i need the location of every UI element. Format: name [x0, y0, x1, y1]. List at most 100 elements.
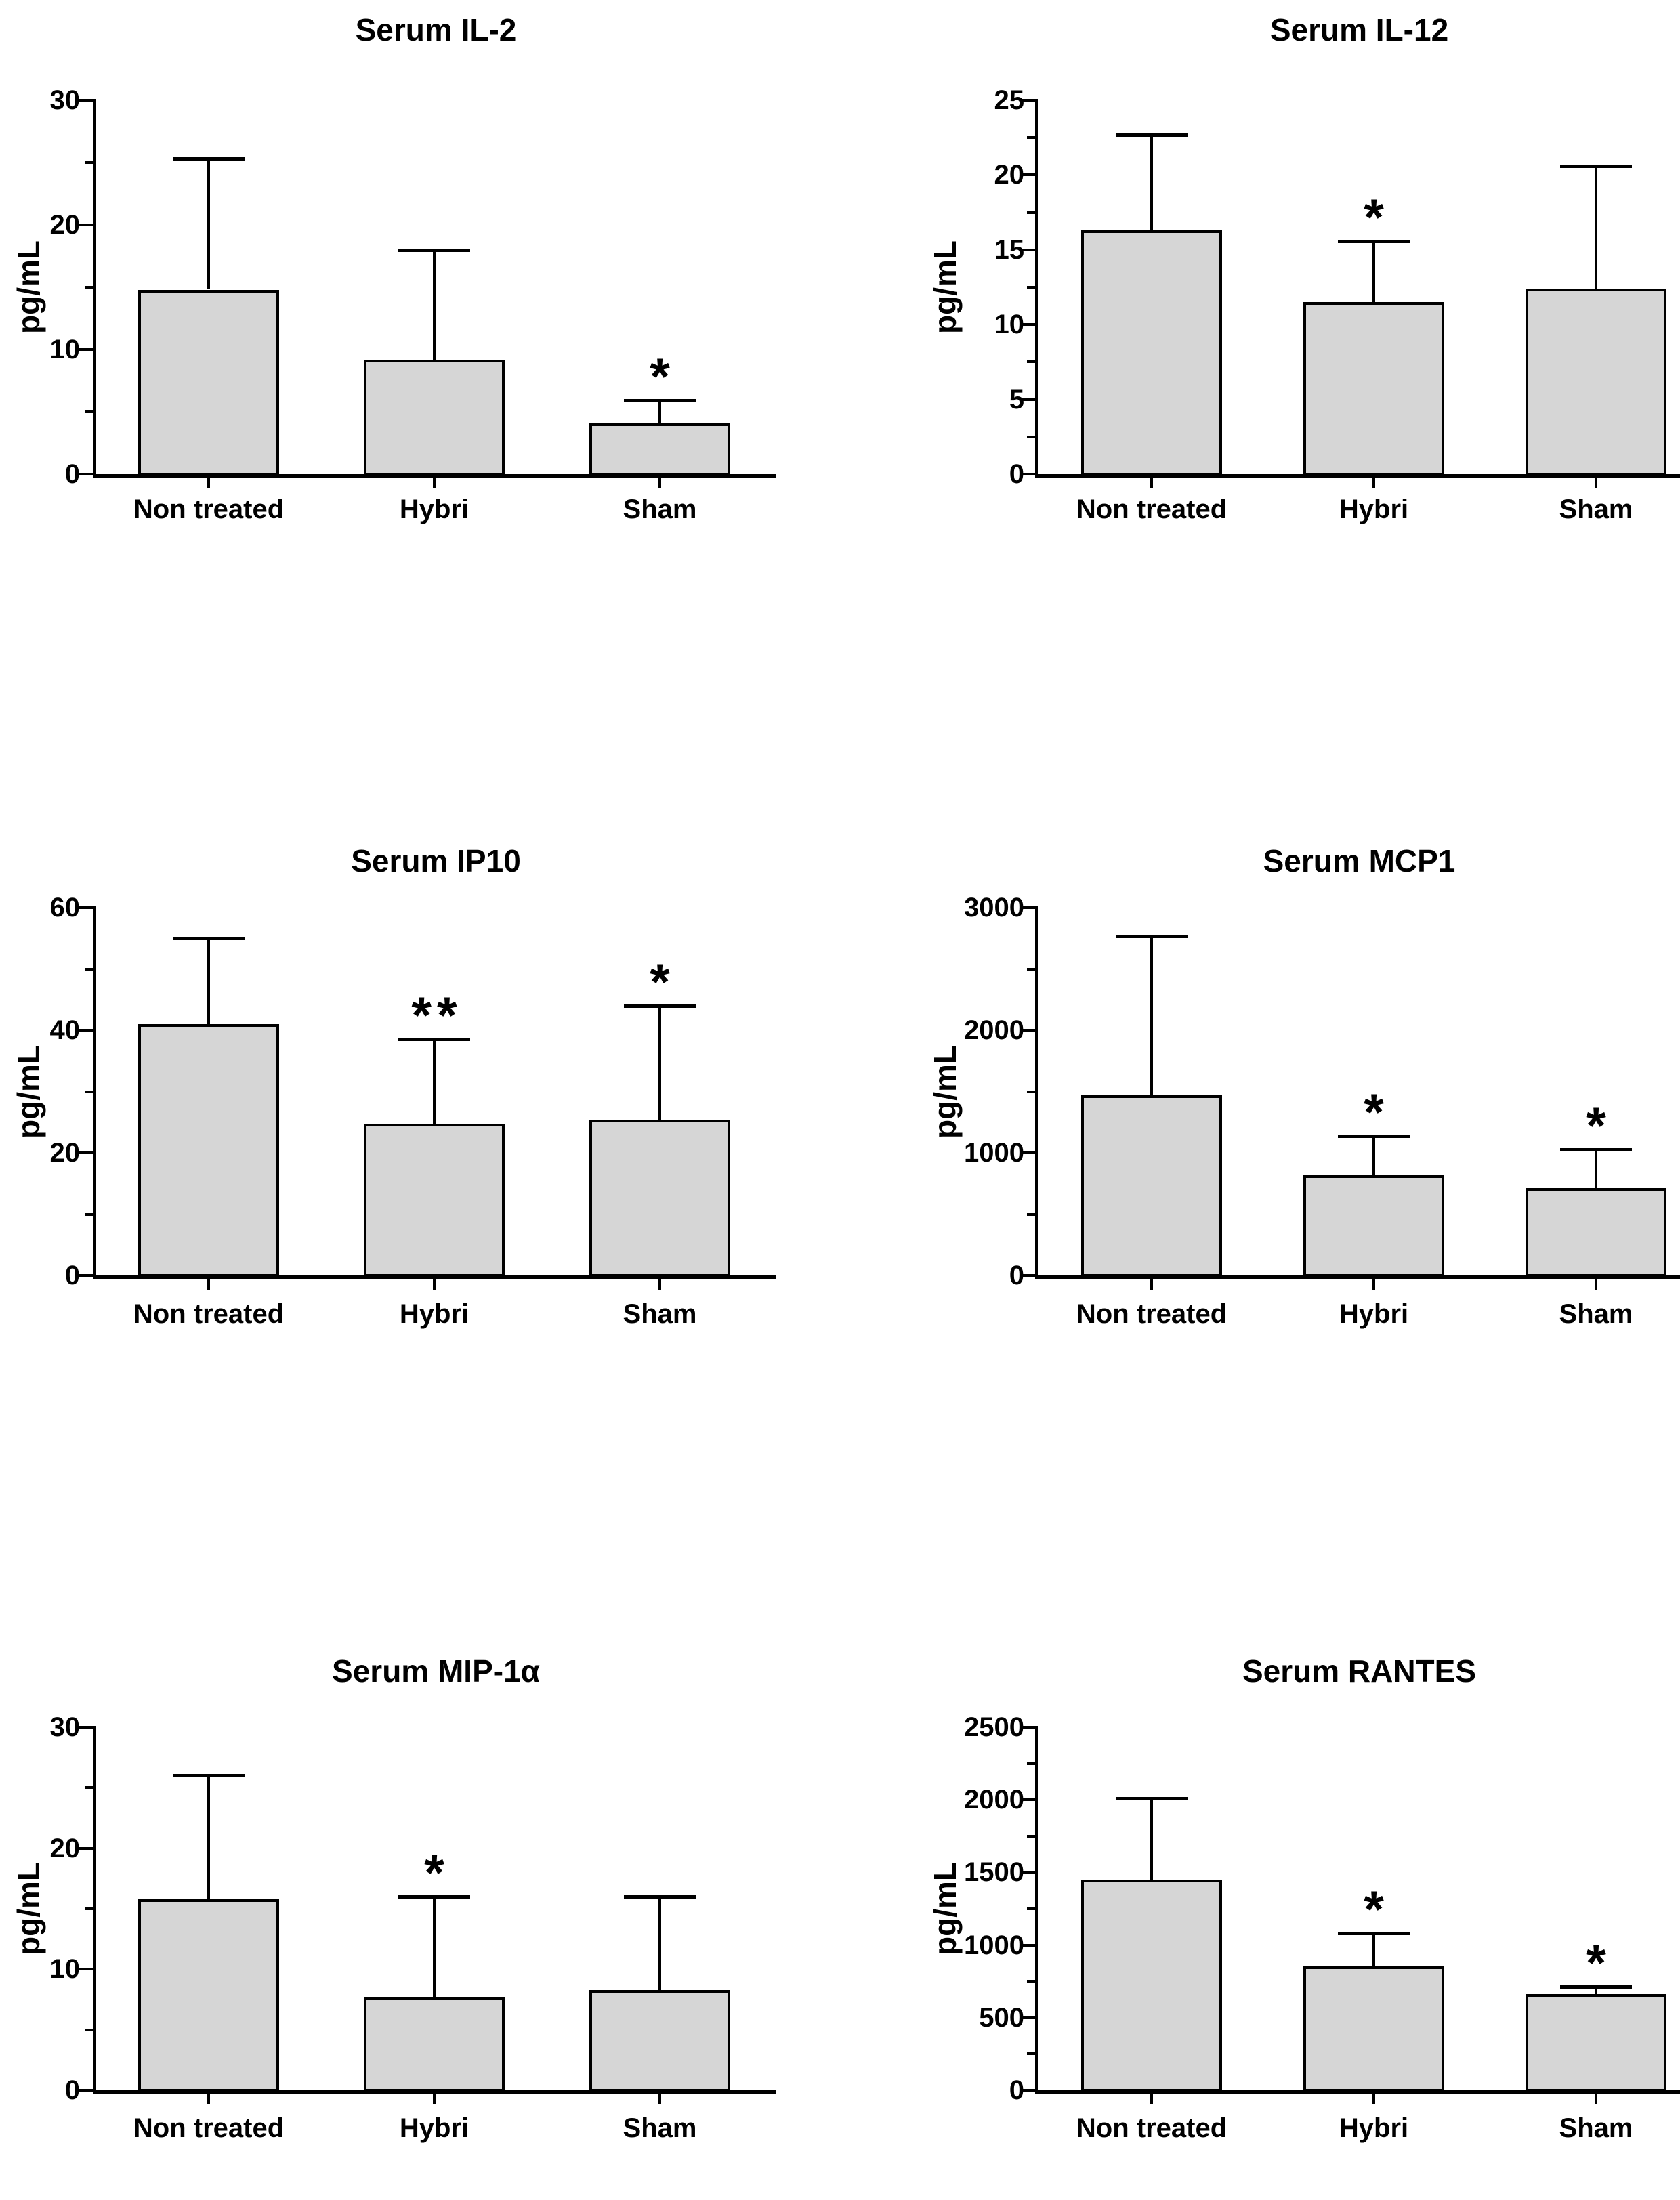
error-bar-cap: [398, 249, 470, 252]
error-bar-cap: [398, 1895, 470, 1899]
y-minor-tick: [1027, 1213, 1035, 1216]
y-minor-tick: [85, 1907, 93, 1910]
error-bar-cap: [624, 1895, 696, 1899]
error-bar-line: [1595, 1149, 1597, 1188]
y-tick-label: 30: [49, 1712, 81, 1742]
error-bar-cap: [1560, 1985, 1632, 1989]
y-minor-tick: [1027, 1835, 1035, 1838]
x-category-label: Hybri: [1339, 494, 1409, 524]
x-category-label: Sham: [1559, 1299, 1633, 1329]
y-major-tick: [79, 1274, 93, 1277]
y-tick-label: 1000: [964, 1138, 1024, 1168]
x-category-label: Hybri: [399, 494, 469, 524]
x-category-label: Hybri: [1339, 2113, 1409, 2143]
panel-serum-ip10: Serum IP10 0 20 40 60 pg/mL Non treated ** Hybri…: [0, 0, 840, 1329]
bar-hybri: [1303, 302, 1444, 475]
error-bar-line: [1150, 135, 1153, 230]
y-tick-label: 60: [49, 893, 81, 923]
bar-hybri: [364, 1997, 505, 2092]
y-tick-label: 25: [994, 85, 1025, 115]
y-tick-label: 2500: [964, 1712, 1024, 1742]
y-tick-label: 5: [1009, 385, 1024, 415]
y-minor-tick: [1027, 136, 1035, 139]
x-axis-tick: [1150, 2094, 1153, 2104]
y-major-tick: [79, 1968, 93, 1970]
y-major-tick: [1022, 1944, 1035, 1947]
error-bar-line: [1150, 1798, 1153, 1880]
error-bar-line: [1372, 1136, 1375, 1176]
y-major-tick: [79, 906, 93, 909]
y-minor-tick: [1027, 1762, 1035, 1765]
x-axis-line: [1035, 474, 1680, 478]
significance-star: *: [650, 348, 675, 406]
y-axis-label: pg/mL: [11, 1862, 46, 1955]
significance-star: *: [1364, 1881, 1389, 1939]
y-major-tick: [79, 1151, 93, 1154]
x-axis-tick: [658, 1279, 661, 1290]
y-tick-label: 1000: [964, 1930, 1024, 1960]
y-tick-label: 20: [49, 210, 81, 240]
error-bar-cap: [1116, 1797, 1188, 1800]
y-major-tick: [1022, 1798, 1035, 1801]
error-bar-cap: [1338, 1932, 1410, 1935]
x-axis-tick: [658, 478, 661, 488]
y-major-tick: [79, 1029, 93, 1032]
error-bar-line: [1372, 1933, 1375, 1966]
y-major-tick: [79, 348, 93, 351]
y-axis-line: [1035, 1726, 1038, 2094]
y-tick-label: 0: [1009, 2075, 1024, 2105]
significance-star: *: [1364, 1084, 1389, 1141]
bar-sham: [589, 423, 730, 475]
y-major-tick: [1022, 1029, 1035, 1032]
x-category-label: Sham: [1559, 494, 1633, 524]
error-bar-cap: [173, 157, 245, 161]
bar-non-treated: [1081, 1880, 1222, 2092]
y-tick-label: 0: [64, 2075, 80, 2105]
bar-non-treated: [138, 1899, 279, 2092]
y-axis-line: [93, 1726, 96, 2094]
y-axis-line: [93, 906, 96, 1279]
panel-serum-il-2: Serum IL-2 0 10 20 30 pg/mL Non treated Hybri * S…: [0, 0, 840, 524]
y-minor-tick: [85, 410, 93, 413]
y-minor-tick: [85, 968, 93, 971]
x-axis-tick: [1595, 1279, 1597, 1290]
error-bar-line: [433, 250, 436, 360]
significance-star: **: [411, 987, 463, 1044]
y-major-tick: [1022, 1274, 1035, 1277]
y-major-tick: [1022, 323, 1035, 326]
error-bar-line: [658, 1897, 661, 1990]
y-tick-label: 40: [49, 1015, 81, 1045]
x-axis-line: [93, 2090, 776, 2094]
y-minor-tick: [1027, 1980, 1035, 1983]
y-major-tick: [79, 224, 93, 226]
y-minor-tick: [1027, 1091, 1035, 1093]
chart-title: Serum IL-2: [355, 12, 517, 47]
error-bar-line: [1150, 936, 1153, 1095]
x-axis-tick: [207, 1279, 210, 1290]
x-category-label: Sham: [623, 2113, 697, 2143]
bar-hybri: [1303, 1175, 1444, 1277]
bar-non-treated: [138, 290, 279, 475]
error-bar-cap: [173, 937, 245, 940]
y-major-tick: [1022, 99, 1035, 102]
y-major-tick: [1022, 1871, 1035, 1874]
x-category-label: Non treated: [133, 494, 285, 524]
x-axis-tick: [1372, 478, 1375, 488]
y-tick-label: 10: [49, 335, 81, 364]
x-axis-line: [1035, 1275, 1680, 1279]
y-minor-tick: [85, 161, 93, 164]
bar-non-treated: [1081, 230, 1222, 475]
x-axis-tick: [1150, 1279, 1153, 1290]
y-major-tick: [79, 1726, 93, 1729]
error-bar-cap: [1560, 165, 1632, 168]
significance-star: *: [1364, 189, 1389, 247]
error-bar-cap: [173, 1774, 245, 1777]
y-tick-label: 0: [1009, 1261, 1024, 1290]
x-category-label: Non treated: [1076, 494, 1227, 524]
y-minor-tick: [1027, 286, 1035, 289]
error-bar-line: [207, 158, 210, 289]
x-category-label: Hybri: [399, 1299, 469, 1329]
y-tick-label: 1500: [964, 1857, 1024, 1887]
x-axis-tick: [1595, 2094, 1597, 2104]
y-major-tick: [79, 99, 93, 102]
